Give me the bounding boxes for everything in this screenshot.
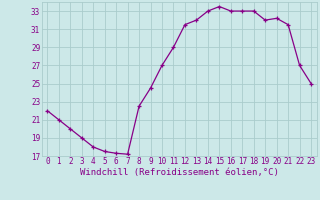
X-axis label: Windchill (Refroidissement éolien,°C): Windchill (Refroidissement éolien,°C)	[80, 168, 279, 177]
